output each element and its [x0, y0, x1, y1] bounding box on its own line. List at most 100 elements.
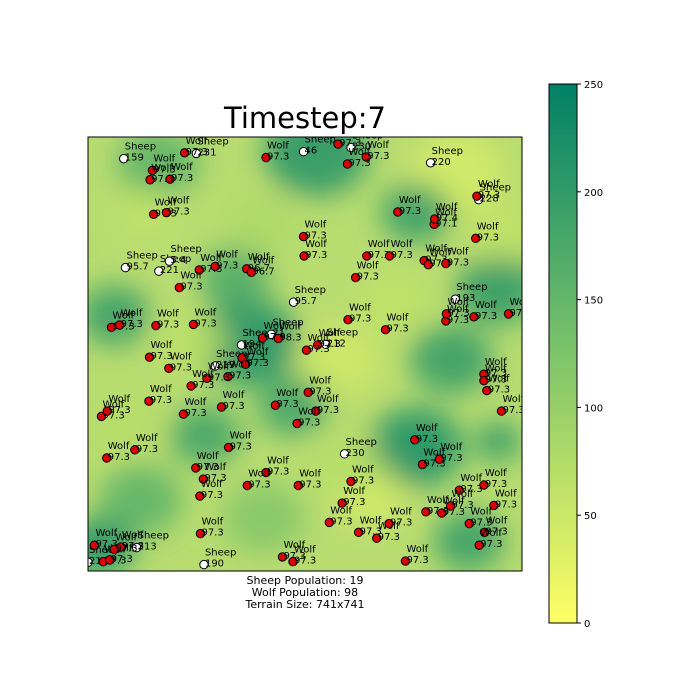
- wolf-value-label: 97.3: [150, 351, 172, 362]
- wolf-marker: [89, 540, 100, 550]
- sheep-value-label: 228: [480, 194, 499, 205]
- wolf-value-label: 97.4: [436, 213, 458, 224]
- sheep-marker: [450, 294, 460, 304]
- sheep-marker: [288, 297, 299, 307]
- wolf-name-label: Wolf: [452, 489, 474, 500]
- wolf-value-label: 97.3: [488, 385, 510, 396]
- wolf-marker: [445, 501, 456, 511]
- wolf-value-label: 97.3: [243, 352, 265, 363]
- sheep-marker: [236, 340, 247, 350]
- wolf-marker: [441, 309, 452, 319]
- wolf-name-label: Wolf: [267, 140, 289, 151]
- sheep-name-label: Sheep: [432, 146, 463, 157]
- wolf-value-label: 97.3: [478, 190, 500, 201]
- terrain-patch: [193, 297, 299, 387]
- wolf-name-label: Wolf: [267, 456, 289, 467]
- wolf-marker: [130, 445, 140, 455]
- wolf-marker: [144, 396, 154, 406]
- sheep-marker: [425, 158, 436, 168]
- wolf-name-label: Wolf: [349, 303, 371, 314]
- wolf-name-label: Wolf: [171, 162, 193, 173]
- wolf-marker: [441, 258, 451, 269]
- terrain-patch: [99, 465, 182, 535]
- terrain-patch: [369, 407, 463, 488]
- wolf-value-label: 97.3: [343, 497, 365, 508]
- wolf-marker: [489, 500, 499, 511]
- wolf-name-label: Wolf: [480, 528, 502, 539]
- wolf-marker: [472, 191, 482, 201]
- wolf-population-label: Wolf Population: 98: [252, 586, 358, 599]
- colorbar-tick-label: 250: [584, 80, 603, 91]
- wolf-name-label: Wolf: [95, 528, 117, 539]
- wolf-marker: [164, 363, 174, 374]
- wolf-value-label: 97.3: [485, 368, 507, 379]
- wolf-name-label: Wolf: [485, 468, 507, 479]
- wolf-name-label: Wolf: [151, 163, 173, 174]
- wolf-marker: [198, 474, 209, 484]
- sheep-name-label: Sheep: [327, 327, 358, 338]
- wolf-name-label: Wolf: [477, 221, 499, 232]
- terrain-patch: [462, 200, 522, 261]
- wolf-name-label: Wolf: [406, 544, 428, 555]
- wolf-value-label: 97.3: [477, 232, 499, 243]
- wolf-name-label: Wolf: [427, 495, 449, 506]
- wolf-marker: [471, 233, 481, 244]
- wolf-marker: [144, 352, 155, 362]
- wolf-name-label: Wolf: [150, 340, 172, 351]
- wolf-marker: [178, 409, 189, 419]
- wolf-name-label: Wolf: [478, 179, 500, 190]
- wolf-marker: [324, 517, 335, 528]
- wolf-value-label: 97.3: [480, 539, 502, 550]
- wolf-marker: [242, 480, 253, 491]
- wolf-name-label: Wolf: [307, 333, 329, 344]
- wolf-value-label: 97.3: [230, 441, 252, 452]
- wolf-marker: [434, 454, 445, 464]
- wolf-name-label: Wolf: [194, 307, 216, 318]
- wolf-name-label: Wolf: [248, 252, 270, 263]
- wolf-name-label: Wolf: [298, 406, 320, 417]
- wolf-marker: [109, 544, 120, 555]
- wolf-name-label: Wolf: [248, 468, 270, 479]
- wolf-name-label: Wolf: [155, 197, 177, 208]
- wolf-value-label: 97.3: [204, 473, 226, 484]
- wolf-marker: [288, 556, 298, 567]
- wolf-value-label: 97.3: [102, 410, 124, 421]
- wolf-name-label: Wolf: [102, 399, 124, 410]
- wolf-marker: [195, 528, 206, 539]
- wolf-value-label: 97.3: [108, 452, 130, 463]
- wolf-marker: [188, 319, 199, 330]
- wolf-marker: [273, 333, 284, 344]
- wolf-marker: [210, 261, 220, 272]
- terrain-patch: [433, 511, 504, 571]
- sheep-value-label: 220: [432, 157, 451, 168]
- wolf-marker: [393, 207, 403, 217]
- sheep-marker: [210, 361, 220, 371]
- wolf-marker: [482, 385, 492, 396]
- sheep-name-label: Sheep: [170, 244, 201, 255]
- wolf-value-label: 97.3: [317, 405, 339, 416]
- wolf-marker: [380, 324, 391, 335]
- sheep-value-label: 46: [305, 146, 318, 157]
- wolf-value-label: 97.3: [406, 555, 428, 566]
- wolf-value-label: 97.3: [330, 516, 352, 527]
- sheep-marker: [164, 256, 175, 266]
- wolf-name-label: Wolf: [122, 530, 144, 541]
- sheep-marker: [339, 449, 350, 459]
- wolf-name-label: Wolf: [184, 397, 206, 408]
- wolf-name-label: Wolf: [157, 309, 179, 320]
- wolf-value-label: 97.3: [378, 532, 400, 543]
- terrain-patch: [88, 285, 150, 346]
- wolf-name-label: Wolf: [230, 430, 252, 441]
- wolf-value-label: 97.3: [307, 344, 329, 355]
- sheep-marker: [154, 266, 164, 276]
- footer-text: Sheep Population: 19 Wolf Population: 98…: [244, 574, 364, 611]
- wolf-name-label: Wolf: [305, 220, 327, 231]
- wolf-name-label: Wolf: [305, 239, 327, 250]
- wolf-value-label: 97.3: [276, 399, 298, 410]
- wolf-marker: [194, 265, 204, 275]
- wolf-name-label: Wolf: [503, 394, 525, 405]
- wolf-value-label: 97.3: [387, 324, 409, 335]
- wolf-name-label: Wolf: [108, 441, 130, 452]
- wolf-value-label: 97.3: [460, 484, 482, 495]
